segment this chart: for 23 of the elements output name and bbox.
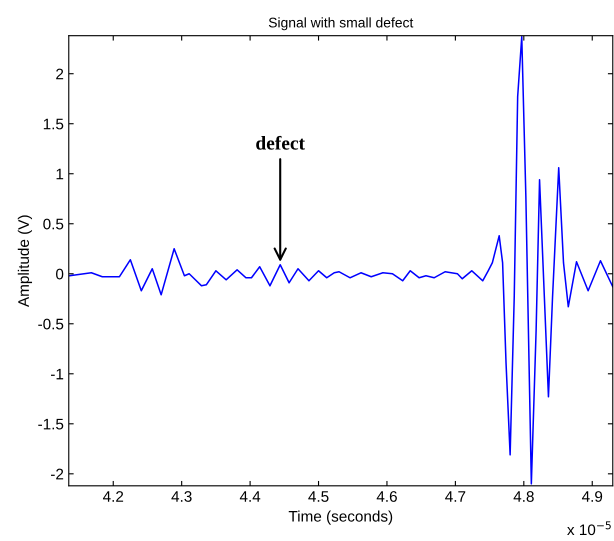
y-tick-label: 1 [56,168,64,180]
line-series [68,36,613,485]
x-tick-label: 4.9 [582,491,602,502]
x-tick-label: 4.3 [171,491,192,502]
y-tick-label: 0.5 [43,218,64,230]
y-tick-label: 0 [56,268,64,280]
x-tick-label: 4.7 [445,491,466,502]
annotation: defect [256,136,305,150]
x-tick-label: 4.2 [102,491,124,502]
x-tick-label: 4.5 [308,491,329,502]
x-tick-label: 4.4 [240,491,260,502]
y-tick-label: -0.5 [38,318,64,330]
x-axis-title: Time (seconds) [288,510,392,525]
y-tick-label: -2 [51,468,64,480]
text: x 10$^{−5}$ [567,521,611,536]
chart-title: Signal with small defect [268,17,414,30]
x-tick-label: 4.8 [514,491,534,502]
y-tick-label: -1.5 [38,418,64,430]
y-tick-label: 1.5 [44,118,64,130]
y-axis-title: Amplitude (V) [18,215,32,307]
y-tick-label: 2 [56,68,64,80]
y-tick-label: -1 [51,368,64,380]
x-tick-label: 4.6 [376,491,397,502]
